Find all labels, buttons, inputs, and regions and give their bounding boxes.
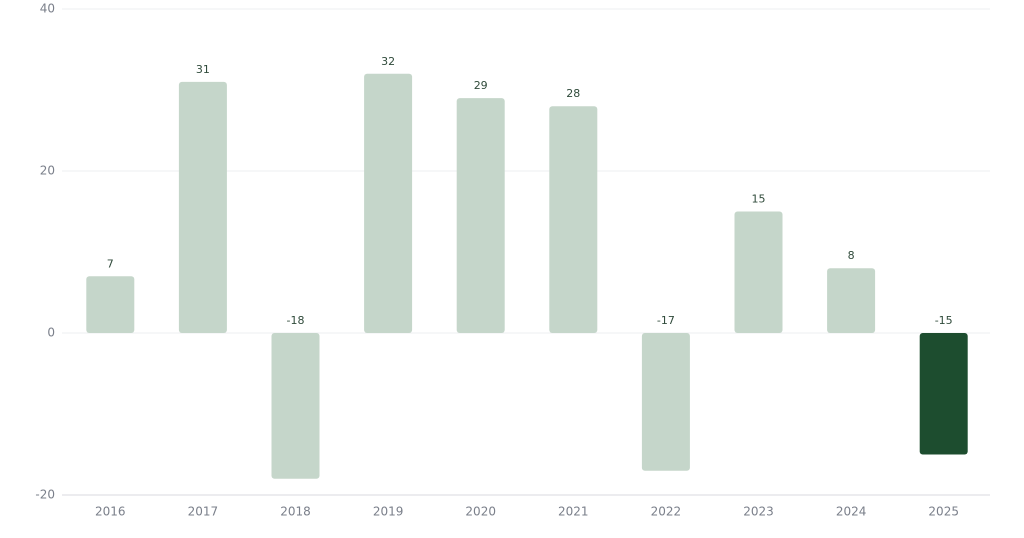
bar [271, 333, 320, 479]
bar [364, 73, 413, 334]
value-label: -18 [287, 314, 305, 327]
bar [456, 98, 505, 333]
bar [919, 333, 968, 455]
bar [734, 211, 783, 333]
x-tick-label: 2018 [280, 505, 311, 519]
bar [827, 268, 876, 333]
value-label: 32 [381, 55, 395, 68]
x-tick-label: 2024 [836, 505, 867, 519]
x-tick-label: 2019 [373, 505, 404, 519]
value-label: 29 [474, 79, 488, 92]
bar [178, 81, 227, 334]
x-tick-label: 2016 [95, 505, 126, 519]
bar [86, 276, 135, 333]
y-tick-label: 40 [40, 2, 55, 16]
x-tick-label: 2020 [465, 505, 496, 519]
value-label: 31 [196, 63, 210, 76]
value-label: -15 [935, 314, 953, 327]
value-label: -17 [657, 314, 675, 327]
value-label: 8 [848, 249, 855, 262]
x-tick-label: 2021 [558, 505, 589, 519]
value-label: 7 [107, 257, 114, 270]
x-tick-label: 2025 [928, 505, 959, 519]
x-tick-label: 2017 [188, 505, 219, 519]
value-label: 15 [752, 193, 766, 206]
x-tick-label: 2023 [743, 505, 774, 519]
bar [549, 106, 598, 333]
value-label: 28 [566, 87, 580, 100]
bar [641, 333, 690, 471]
y-tick-label: 0 [47, 326, 55, 340]
y-tick-label: 20 [40, 164, 55, 178]
x-tick-label: 2022 [651, 505, 682, 519]
y-tick-label: -20 [35, 488, 55, 502]
